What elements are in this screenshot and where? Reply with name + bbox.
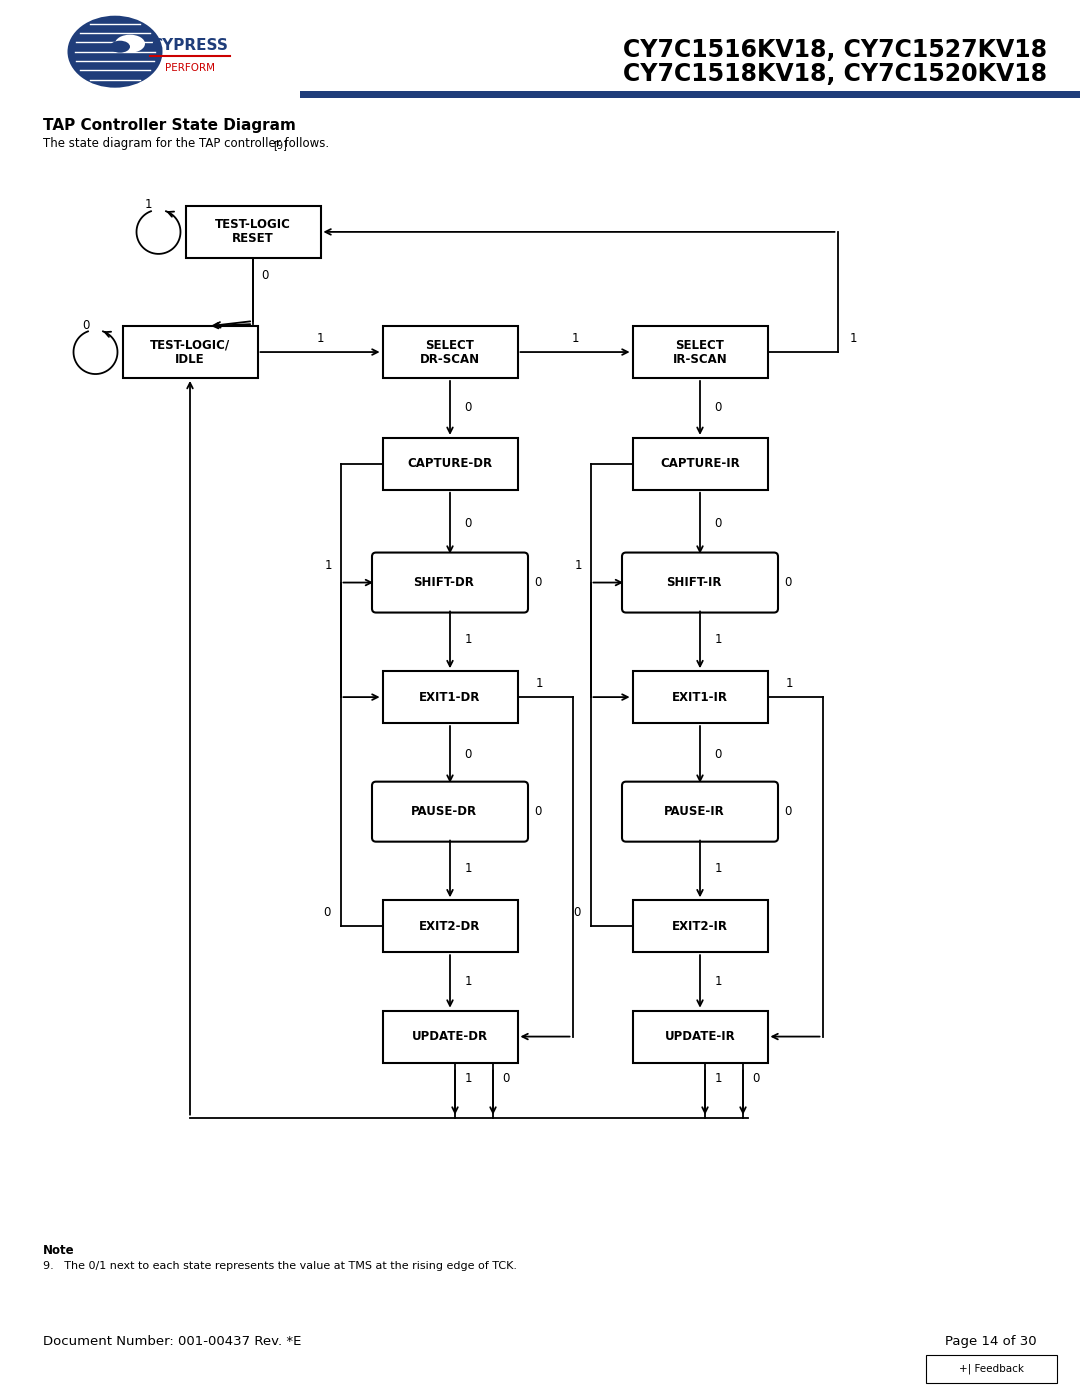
Text: 1: 1 bbox=[571, 331, 579, 345]
Text: 1: 1 bbox=[464, 633, 472, 647]
Text: 0: 0 bbox=[464, 401, 472, 415]
Text: TEST-LOGIC/: TEST-LOGIC/ bbox=[150, 338, 230, 352]
FancyBboxPatch shape bbox=[372, 553, 528, 612]
Text: 1: 1 bbox=[850, 331, 858, 345]
Text: 1: 1 bbox=[714, 862, 721, 876]
Text: CAPTURE-IR: CAPTURE-IR bbox=[660, 457, 740, 471]
Bar bbox=[382, 671, 517, 724]
Text: Page 14 of 30: Page 14 of 30 bbox=[945, 1334, 1037, 1348]
Text: UPDATE-IR: UPDATE-IR bbox=[664, 1030, 735, 1044]
FancyBboxPatch shape bbox=[372, 782, 528, 841]
FancyBboxPatch shape bbox=[622, 553, 778, 612]
Ellipse shape bbox=[114, 35, 145, 53]
Bar bbox=[633, 437, 768, 490]
Text: CY7C1518KV18, CY7C1520KV18: CY7C1518KV18, CY7C1520KV18 bbox=[623, 61, 1048, 87]
Text: 0: 0 bbox=[714, 747, 721, 761]
Text: SHIFT-DR: SHIFT-DR bbox=[414, 576, 474, 590]
Bar bbox=[382, 326, 517, 379]
Text: 0: 0 bbox=[572, 905, 580, 919]
Text: 1: 1 bbox=[786, 676, 793, 690]
Text: Note: Note bbox=[43, 1243, 75, 1257]
Text: 1: 1 bbox=[325, 559, 333, 571]
Text: 0: 0 bbox=[714, 517, 721, 529]
Text: 0: 0 bbox=[464, 747, 472, 761]
Bar bbox=[186, 205, 321, 258]
Text: 1: 1 bbox=[575, 559, 582, 571]
Text: The state diagram for the TAP controller follows.: The state diagram for the TAP controller… bbox=[43, 137, 329, 151]
Text: 0: 0 bbox=[714, 401, 721, 415]
Bar bbox=[382, 437, 517, 490]
Text: PAUSE-IR: PAUSE-IR bbox=[663, 805, 725, 819]
Text: 0: 0 bbox=[502, 1071, 510, 1085]
Ellipse shape bbox=[110, 41, 130, 53]
Bar bbox=[633, 900, 768, 953]
Text: 9.   The 0/1 next to each state represents the value at TMS at the rising edge o: 9. The 0/1 next to each state represents… bbox=[43, 1261, 517, 1271]
Text: 1: 1 bbox=[464, 975, 472, 988]
Text: 0: 0 bbox=[753, 1071, 759, 1085]
Text: PAUSE-DR: PAUSE-DR bbox=[410, 805, 477, 819]
Text: 0: 0 bbox=[464, 517, 472, 529]
Text: 1: 1 bbox=[714, 975, 721, 988]
Text: SELECT: SELECT bbox=[676, 338, 725, 352]
Bar bbox=[382, 900, 517, 953]
Text: 1: 1 bbox=[714, 1071, 721, 1085]
Text: 1: 1 bbox=[316, 331, 324, 345]
Bar bbox=[122, 326, 257, 379]
Text: 0: 0 bbox=[784, 805, 792, 819]
Text: 0: 0 bbox=[261, 270, 269, 282]
Text: EXIT1-IR: EXIT1-IR bbox=[672, 690, 728, 704]
Text: SELECT: SELECT bbox=[426, 338, 474, 352]
Text: 1: 1 bbox=[464, 1071, 472, 1085]
Text: 0: 0 bbox=[535, 805, 542, 819]
Text: 1: 1 bbox=[714, 633, 721, 647]
Text: 0: 0 bbox=[535, 576, 542, 590]
Bar bbox=[382, 1010, 517, 1063]
Bar bbox=[300, 91, 1080, 98]
Text: CYPRESS: CYPRESS bbox=[151, 38, 229, 53]
Text: 0: 0 bbox=[82, 319, 90, 331]
Ellipse shape bbox=[67, 15, 162, 88]
Text: CAPTURE-DR: CAPTURE-DR bbox=[407, 457, 492, 471]
Text: +| Feedback: +| Feedback bbox=[959, 1363, 1024, 1375]
Text: CY7C1516KV18, CY7C1527KV18: CY7C1516KV18, CY7C1527KV18 bbox=[623, 38, 1048, 63]
Text: DR-SCAN: DR-SCAN bbox=[420, 352, 481, 366]
Bar bbox=[926, 1355, 1057, 1383]
Text: EXIT1-DR: EXIT1-DR bbox=[419, 690, 481, 704]
Bar bbox=[633, 671, 768, 724]
Text: UPDATE-DR: UPDATE-DR bbox=[411, 1030, 488, 1044]
Text: TEST-LOGIC: TEST-LOGIC bbox=[215, 218, 291, 232]
Text: 1: 1 bbox=[145, 198, 152, 211]
Text: 1: 1 bbox=[464, 862, 472, 876]
Text: IR-SCAN: IR-SCAN bbox=[673, 352, 727, 366]
Text: 0: 0 bbox=[784, 576, 792, 590]
FancyBboxPatch shape bbox=[622, 782, 778, 841]
Text: IDLE: IDLE bbox=[175, 352, 205, 366]
Text: RESET: RESET bbox=[232, 232, 274, 246]
Text: TAP Controller State Diagram: TAP Controller State Diagram bbox=[43, 119, 296, 133]
Text: 1: 1 bbox=[536, 676, 543, 690]
Text: EXIT2-IR: EXIT2-IR bbox=[672, 919, 728, 933]
Text: [9]: [9] bbox=[273, 140, 287, 149]
Text: SHIFT-IR: SHIFT-IR bbox=[666, 576, 721, 590]
Text: Document Number: 001-00437 Rev. *E: Document Number: 001-00437 Rev. *E bbox=[43, 1334, 301, 1348]
Text: PERFORM: PERFORM bbox=[165, 63, 215, 73]
Text: EXIT2-DR: EXIT2-DR bbox=[419, 919, 481, 933]
Bar bbox=[633, 326, 768, 379]
Bar bbox=[633, 1010, 768, 1063]
Text: 0: 0 bbox=[323, 905, 330, 919]
